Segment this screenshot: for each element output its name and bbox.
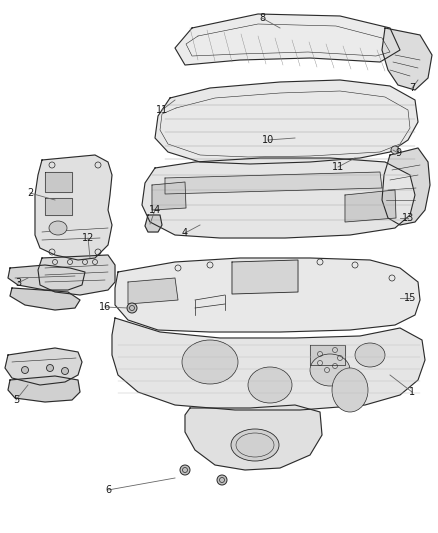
Circle shape: [180, 465, 190, 475]
Text: 6: 6: [105, 485, 111, 495]
Circle shape: [61, 367, 68, 375]
Ellipse shape: [332, 368, 368, 412]
Polygon shape: [175, 14, 400, 65]
Circle shape: [217, 475, 227, 485]
Polygon shape: [8, 265, 85, 290]
Text: 9: 9: [395, 148, 401, 158]
Circle shape: [46, 365, 53, 372]
Polygon shape: [128, 278, 178, 304]
Ellipse shape: [182, 340, 238, 384]
Polygon shape: [115, 258, 420, 332]
Polygon shape: [232, 260, 298, 294]
Polygon shape: [310, 345, 345, 365]
Polygon shape: [45, 198, 72, 215]
Polygon shape: [155, 80, 418, 164]
Circle shape: [21, 367, 28, 374]
Text: 7: 7: [409, 83, 415, 93]
Text: 5: 5: [13, 395, 19, 405]
Polygon shape: [145, 215, 162, 232]
Text: 13: 13: [402, 213, 414, 223]
Text: 11: 11: [332, 162, 344, 172]
Text: 15: 15: [404, 293, 416, 303]
Text: 14: 14: [149, 205, 161, 215]
Circle shape: [127, 303, 137, 313]
Ellipse shape: [231, 429, 279, 461]
Polygon shape: [38, 255, 115, 295]
Polygon shape: [35, 155, 112, 260]
Text: 12: 12: [82, 233, 94, 243]
Polygon shape: [185, 405, 322, 470]
Circle shape: [391, 146, 399, 154]
Polygon shape: [45, 172, 72, 192]
Polygon shape: [152, 182, 186, 210]
Ellipse shape: [310, 354, 350, 386]
Text: 8: 8: [259, 13, 265, 23]
Polygon shape: [112, 318, 425, 410]
Polygon shape: [10, 288, 80, 310]
Polygon shape: [5, 348, 82, 385]
Ellipse shape: [49, 221, 67, 235]
Text: 16: 16: [99, 302, 111, 312]
Ellipse shape: [248, 367, 292, 403]
Polygon shape: [382, 28, 432, 90]
Text: 3: 3: [15, 278, 21, 288]
Text: 11: 11: [156, 105, 168, 115]
Polygon shape: [8, 376, 80, 402]
Polygon shape: [382, 148, 430, 225]
Text: 2: 2: [27, 188, 33, 198]
Ellipse shape: [355, 343, 385, 367]
Polygon shape: [165, 172, 382, 194]
Text: 4: 4: [182, 228, 188, 238]
Polygon shape: [142, 158, 415, 238]
Polygon shape: [345, 190, 396, 222]
Text: 10: 10: [262, 135, 274, 145]
Text: 1: 1: [409, 387, 415, 397]
